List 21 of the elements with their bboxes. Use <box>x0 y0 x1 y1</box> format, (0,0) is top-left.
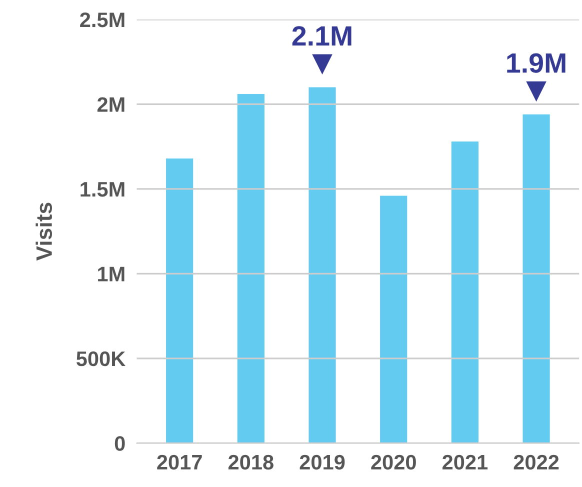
bar <box>451 142 478 444</box>
x-tick-label: 2021 <box>442 454 488 470</box>
x-tick-label: 2022 <box>514 454 559 470</box>
y-tick-label: 1.5M <box>80 182 124 197</box>
bar <box>237 94 264 444</box>
bar <box>380 196 408 444</box>
y-tick-label: 500K <box>76 351 126 366</box>
y-tick-label: 2.5M <box>80 12 124 28</box>
y-tick-label: 2M <box>97 97 124 112</box>
x-tick-label: 2019 <box>300 454 345 470</box>
bar <box>522 114 550 444</box>
data-label: 1.9M <box>507 53 566 73</box>
bar <box>308 87 336 444</box>
data-label: 2.1M <box>292 26 352 46</box>
x-tick-label: 2020 <box>371 454 416 470</box>
bar <box>166 158 194 444</box>
y-tick-label: 1M <box>98 266 124 282</box>
y-axis-title: Visits <box>36 202 52 261</box>
x-tick-label: 2018 <box>228 454 274 470</box>
y-tick-label: 0 <box>114 436 125 451</box>
x-tick-label: 2017 <box>157 454 202 470</box>
